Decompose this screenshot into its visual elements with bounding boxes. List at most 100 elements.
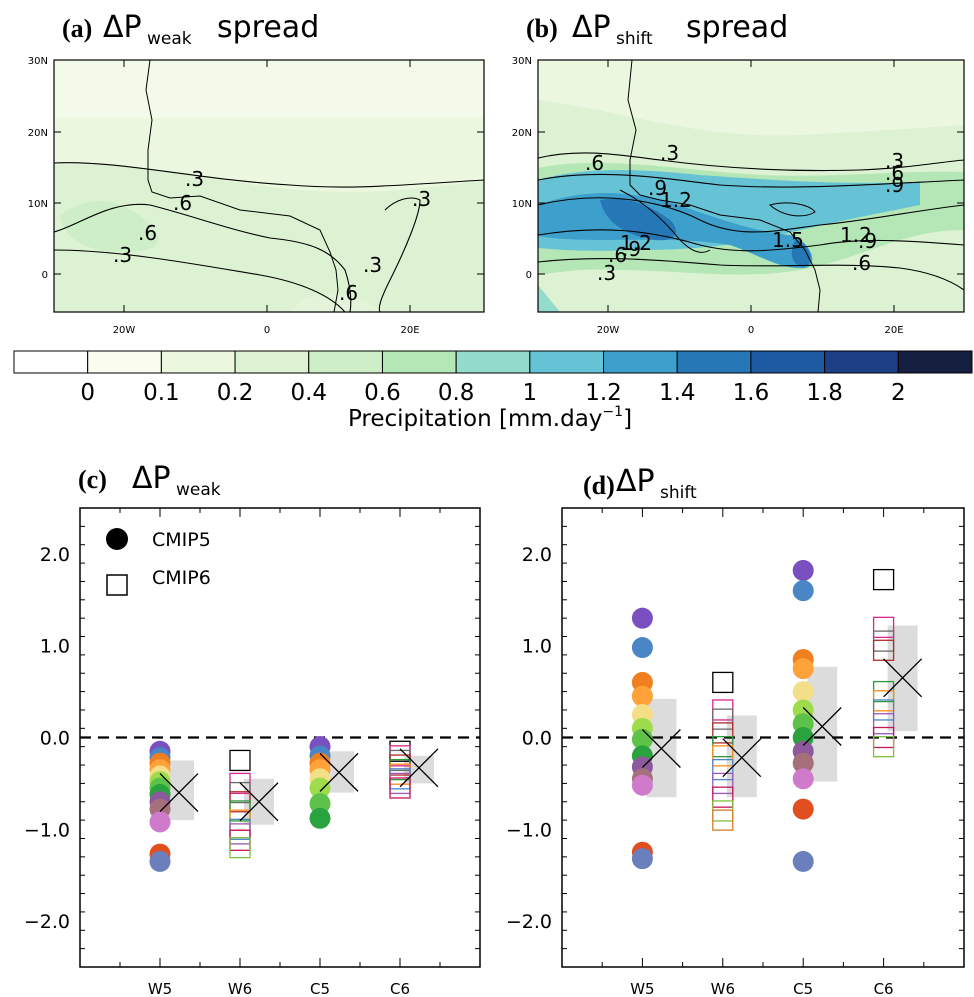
- legend-cmip6-label: CMIP6: [152, 567, 211, 589]
- cmip6-point: [229, 829, 251, 851]
- y-tick-label: 0.0: [522, 728, 552, 750]
- panel-a-suffix: spread: [217, 10, 319, 45]
- panel-d-plot: 2.0 1.0 0.0 −1.0 −2.0 W5 W6 C5 C6: [506, 507, 965, 997]
- colorbar-label-superscript: −1: [602, 404, 623, 420]
- panel-a-subscript: weak: [147, 29, 192, 49]
- colorbar-cell: [308, 350, 383, 374]
- cmip6-point: [712, 671, 734, 694]
- colorbar-cell: [824, 350, 899, 374]
- y-tick-label: 1.0: [522, 636, 552, 658]
- panel-a-contour-1: [53, 162, 485, 188]
- cmip6-point: [712, 800, 734, 822]
- cmip5-point: [309, 793, 331, 815]
- cmip6-point: [712, 722, 734, 744]
- panel-a-contour-2: [53, 203, 352, 313]
- colorbar-tick-label: 0.8: [438, 380, 475, 406]
- x-tick-label: W6: [228, 980, 252, 997]
- ensemble-mean-marker: [641, 729, 681, 768]
- contour-label: .9: [622, 237, 641, 261]
- cmip5-point: [631, 607, 653, 629]
- ensemble-mean-marker: [159, 773, 199, 813]
- legend-cmip6-marker: [106, 574, 128, 596]
- colorbar-tick-label: 1.2: [585, 380, 622, 406]
- colorbar-label-end: ]: [623, 406, 632, 432]
- cmip6-point: [229, 749, 251, 772]
- y-tick-label: −2.0: [24, 911, 70, 933]
- panel-b-ticks: [538, 59, 964, 312]
- colorbar-cell: [160, 350, 236, 374]
- colorbar-tick-label: 0.2: [217, 380, 254, 406]
- contour-label: .6: [138, 221, 157, 245]
- ensemble-mean-marker: [722, 738, 762, 778]
- colorbar-cell: [381, 350, 457, 374]
- lon-tick-label: 20W: [597, 325, 620, 336]
- lat-tick-label: 20N: [28, 128, 48, 139]
- cmip5-point: [631, 685, 653, 707]
- ensemble-mean-marker: [239, 782, 279, 822]
- y-tick-label: −1.0: [506, 819, 552, 841]
- cmip5-point: [792, 580, 814, 602]
- cmip6-point: [712, 758, 734, 781]
- cmip5-point: [631, 848, 653, 870]
- contour-label: .3: [363, 253, 382, 277]
- lat-tick-label: 30N: [28, 56, 48, 67]
- panel-b-subscript: shift: [616, 29, 653, 49]
- panel-b-letter: (b): [526, 14, 558, 43]
- panel-a-contour-4: [378, 197, 421, 313]
- cmip6-point: [229, 837, 251, 859]
- cmip5-point: [149, 811, 171, 833]
- panel-b-contour-4: [537, 229, 965, 252]
- cmip6-point: [712, 745, 734, 767]
- cmip5-point: [792, 798, 814, 820]
- lon-tick-label: 20E: [884, 325, 903, 336]
- contour-label: 1.5: [772, 228, 804, 252]
- panel-a-coastline: [145, 59, 339, 313]
- x-tick-label: C6: [390, 980, 410, 997]
- colorbar-cell: [455, 350, 531, 374]
- panel-d-letter: (d): [583, 471, 615, 500]
- colorbar-cell: [603, 350, 678, 374]
- panel-b-contour-1: [537, 152, 965, 172]
- contour-label: .9: [858, 229, 877, 253]
- colorbar-tick-label: 0.4: [290, 380, 327, 406]
- cmip6-point: [229, 823, 251, 845]
- panel-b-contour-7: [768, 202, 816, 217]
- panel-c-plot: 2.0 1.0 0.0 −1.0 −2.0 W5 W6 C5 C6: [24, 507, 481, 997]
- panel-a-ticks: [54, 59, 484, 312]
- lon-tick-label: 0: [748, 325, 754, 336]
- contour-label: .3: [113, 243, 132, 267]
- x-tick-label: C6: [874, 980, 894, 997]
- contour-label: 1.2: [620, 231, 652, 255]
- ensemble-mean-marker: [802, 707, 842, 746]
- scatter-panel-c: (c) ΔP weak 2.0 1.0 0.0 −1.0 −2.0 W5 W6 C5 C6 CM…: [24, 461, 481, 997]
- ensemble-mean-marker: [399, 748, 439, 788]
- cmip6-point: [872, 699, 895, 721]
- panel-b-contour-3: [537, 197, 965, 233]
- colorbar-tick-label: 0: [80, 380, 95, 406]
- cmip5-point: [792, 768, 814, 790]
- colorbar-cell: [234, 350, 310, 374]
- contour-label: .6: [585, 151, 604, 175]
- panel-a-fill-south: [290, 294, 380, 312]
- colorbar-tick-label: 1.8: [806, 380, 843, 406]
- scatter-panel-d: (d) ΔP shift 2.0 1.0 0.0 −1.0 −2.0 W5 W6 C5 C6: [506, 464, 965, 997]
- contour-label: .9: [648, 176, 667, 200]
- lat-tick-label: 10N: [28, 199, 48, 210]
- cmip6-point: [712, 708, 734, 730]
- panel-b-contour-5: [537, 257, 965, 291]
- panel-a-delta: ΔP: [103, 10, 142, 45]
- panel-b-contour-2: [537, 173, 965, 188]
- contour-label: .3: [660, 141, 679, 165]
- colorbar-label-text: Precipitation [mm.day: [348, 406, 602, 432]
- contour-label: .3: [412, 187, 431, 211]
- panel-b-contour-6: [619, 189, 711, 253]
- cmip6-point: [712, 772, 734, 795]
- cmip5-point: [309, 777, 331, 799]
- y-tick-label: 1.0: [40, 636, 70, 658]
- cmip5-point: [792, 658, 814, 680]
- spread-box: [404, 755, 434, 784]
- panel-d-subscript: shift: [660, 483, 697, 503]
- lat-tick-label: 0: [526, 270, 532, 281]
- cmip6-point: [712, 786, 734, 808]
- panel-a-fill-high: [60, 201, 159, 252]
